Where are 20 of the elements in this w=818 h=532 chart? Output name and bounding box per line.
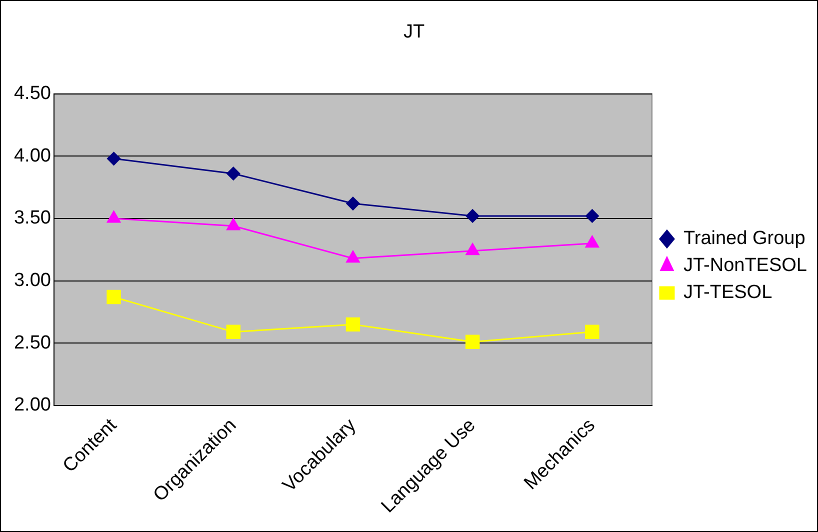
point <box>226 166 240 180</box>
point <box>226 324 240 340</box>
chart-title: JT <box>403 22 425 43</box>
y-tick-label: 3.00 <box>14 270 51 292</box>
y-tick-label: 4.00 <box>14 145 51 166</box>
point <box>107 152 121 166</box>
point <box>465 334 480 350</box>
y-tick-label: 4.50 <box>14 83 51 104</box>
y-tick-label: 2.50 <box>14 332 51 354</box>
point <box>346 196 360 210</box>
y-tick-label: 3.50 <box>14 208 51 229</box>
legend-label: JT-TESOL <box>683 282 772 304</box>
point <box>346 317 360 332</box>
point <box>106 290 121 304</box>
point <box>585 209 599 223</box>
point <box>466 209 480 223</box>
legend-label: Trained Group <box>683 228 806 250</box>
point <box>585 324 600 340</box>
legend-label: JT-NonTESOL <box>683 255 808 276</box>
y-tick-label: 2.00 <box>14 394 51 416</box>
